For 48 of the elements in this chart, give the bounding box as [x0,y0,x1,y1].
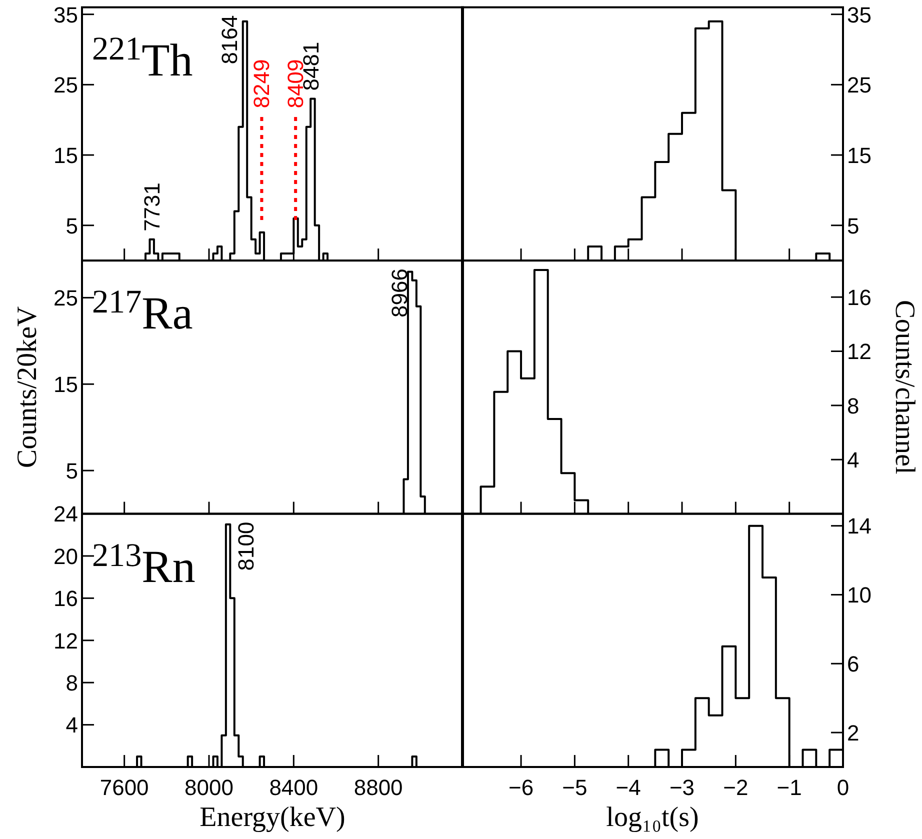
y-axis-title: Counts/20keV [12,306,42,468]
annotation: 7731 [140,182,165,232]
y-tick-label: 25 [54,286,78,311]
y-tick-label: 5 [66,213,78,238]
x-tick-label: −3 [669,775,695,800]
text: $^{213}$Rn [92,536,196,592]
y-tick-label: 4 [66,712,78,738]
y-tick-label: 8 [66,670,78,696]
x-tick-label: 8000 [184,775,234,800]
y-tick-label: 12 [54,628,78,654]
y-tick-label: 5 [66,458,78,484]
annotation: 8164 [217,15,242,64]
text: $^{221}$Th [92,30,193,86]
y-tick-label: 15 [54,142,78,168]
y-tick-label: 20 [54,544,78,569]
x-tick-label: −4 [616,775,641,800]
y-tick-label: 25 [54,72,78,98]
annotation: 8966 [386,268,412,318]
y-tick-label: 4 [847,448,860,473]
y-tick-label: 16 [847,285,872,310]
x-tick-label: 0 [836,775,850,800]
y-tick-label: 25 [847,72,872,98]
x-axis-title: log₁₀t(s) [606,802,699,833]
y-tick-label: 24 [54,502,78,527]
x-axis-title: Energy(keV) [200,802,346,833]
text: $^{217}$Ra [92,284,193,339]
y-tick-label: 12 [847,339,872,364]
x-tick-label: −6 [508,775,534,800]
y-tick-label: 6 [847,652,860,677]
x-tick-label: 8800 [354,775,403,800]
y-tick-label: 15 [54,372,78,398]
annotation: 8100 [234,522,259,571]
y-tick-label: 16 [54,586,78,612]
y-tick-label: 15 [847,142,872,168]
y-tick-label: 8 [847,393,860,418]
x-tick-label: −2 [723,775,748,800]
x-tick-label: −1 [776,775,802,800]
y-tick-label: 5 [847,213,860,238]
x-tick-label: −5 [562,775,588,800]
x-tick-label: 7600 [100,775,149,800]
y-tick-label: 10 [847,582,872,608]
y-tick-label: 35 [54,2,78,28]
ref-line-label: 8249 [249,59,274,108]
x-tick-label: 8400 [269,775,318,800]
y-axis-title: Counts/channel [890,300,920,474]
y-tick-label: 14 [847,514,872,539]
y-tick-label: 2 [847,720,860,746]
y-tick-label: 35 [847,2,872,28]
